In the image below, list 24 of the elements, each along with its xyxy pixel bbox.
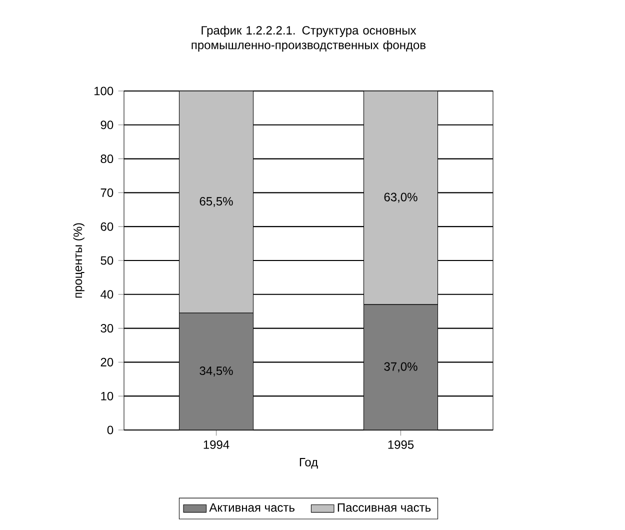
x-tick-label: 1995 xyxy=(388,440,414,449)
y-tick-label: 80 xyxy=(100,154,114,164)
bar xyxy=(363,90,438,305)
x-axis-title: Год xyxy=(300,458,318,469)
y-tick-label: 0 xyxy=(107,426,114,434)
data-label: 34,5% xyxy=(200,366,233,376)
data-label: 63,0% xyxy=(384,192,418,203)
y-tick-label: 60 xyxy=(100,222,114,231)
y-tick-label: 20 xyxy=(100,358,114,366)
y-tick-label: 70 xyxy=(100,188,114,197)
y-axis-title: проценты (%) xyxy=(73,223,84,298)
bar xyxy=(178,90,254,314)
chart-title: График 1.2.2.2.1. Структура основных промышленно-производственных фондов xyxy=(192,26,426,52)
x-tick-label: 1994 xyxy=(204,440,230,449)
y-tick-label: 50 xyxy=(100,256,114,265)
y-tick-label: 10 xyxy=(101,392,114,400)
y-tick-label: 100 xyxy=(94,86,114,96)
legend-label: Пассивная часть xyxy=(338,503,431,512)
y-tick-label: 90 xyxy=(100,120,114,130)
y-tick-label: 30 xyxy=(100,324,114,333)
data-label: 37,0% xyxy=(384,362,418,372)
data-label: 65,5% xyxy=(200,197,233,207)
y-tick-label: 40 xyxy=(100,290,114,299)
legend-label: Активная часть xyxy=(209,503,294,512)
